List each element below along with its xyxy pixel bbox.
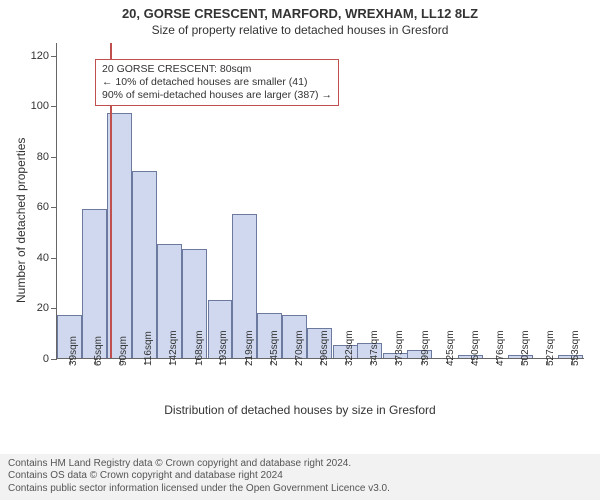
x-tick-label: 219sqm [244, 330, 255, 366]
annotation-line1: 20 GORSE CRESCENT: 80sqm [102, 63, 332, 76]
y-tick-label: 100 [31, 100, 49, 112]
y-tick-label: 20 [37, 302, 49, 314]
x-axis-label: Distribution of detached houses by size … [0, 403, 600, 417]
x-tick-label: 373sqm [394, 330, 405, 366]
y-tick [51, 207, 57, 208]
y-tick-label: 60 [37, 201, 49, 213]
y-tick [51, 106, 57, 107]
y-tick [51, 56, 57, 57]
footer-line3: Contains public sector information licen… [8, 483, 592, 496]
x-tick-label: 116sqm [143, 331, 154, 366]
footer-line2: Contains OS data © Crown copyright and d… [8, 470, 592, 483]
x-tick-label: 39sqm [68, 336, 79, 366]
y-tick [51, 359, 57, 360]
x-tick-label: 476sqm [495, 330, 506, 366]
x-tick-label: 245sqm [269, 330, 280, 366]
x-tick-label: 270sqm [294, 330, 305, 366]
y-tick-label: 40 [37, 252, 49, 264]
plot-wrap: Number of detached properties 0204060801… [0, 39, 600, 433]
x-tick-label: 90sqm [118, 336, 129, 366]
x-tick-label: 296sqm [319, 330, 330, 366]
x-tick-label: 193sqm [218, 330, 229, 366]
footer-line1: Contains HM Land Registry data © Crown c… [8, 458, 592, 471]
x-tick-label: 425sqm [445, 330, 456, 366]
y-tick [51, 157, 57, 158]
histogram-bar [132, 171, 157, 358]
plot-area: 02040608010012039sqm65sqm90sqm116sqm142s… [56, 43, 584, 359]
y-tick-label: 120 [31, 50, 49, 62]
x-tick-label: 527sqm [545, 330, 556, 366]
x-tick-label: 168sqm [194, 330, 205, 366]
y-tick-label: 0 [43, 353, 49, 365]
chart-title-line1: 20, GORSE CRESCENT, MARFORD, WREXHAM, LL… [0, 0, 600, 21]
x-tick-label: 553sqm [570, 330, 581, 366]
attribution-footer: Contains HM Land Registry data © Crown c… [0, 454, 600, 500]
y-tick-label: 80 [37, 151, 49, 163]
annotation-box: 20 GORSE CRESCENT: 80sqm← 10% of detache… [95, 59, 339, 106]
x-tick-label: 450sqm [470, 330, 481, 366]
x-tick-label: 142sqm [168, 330, 179, 366]
x-tick-label: 65sqm [93, 336, 104, 366]
x-tick-label: 502sqm [520, 330, 531, 366]
y-axis-label: Number of detached properties [14, 138, 28, 303]
annotation-line3: 90% of semi-detached houses are larger (… [102, 89, 332, 102]
y-tick [51, 308, 57, 309]
x-tick-label: 399sqm [420, 330, 431, 366]
chart-title-line2: Size of property relative to detached ho… [0, 21, 600, 39]
x-tick-label: 347sqm [369, 330, 380, 366]
annotation-line2: ← 10% of detached houses are smaller (41… [102, 76, 332, 89]
x-tick-label: 322sqm [344, 330, 355, 366]
y-tick [51, 258, 57, 259]
